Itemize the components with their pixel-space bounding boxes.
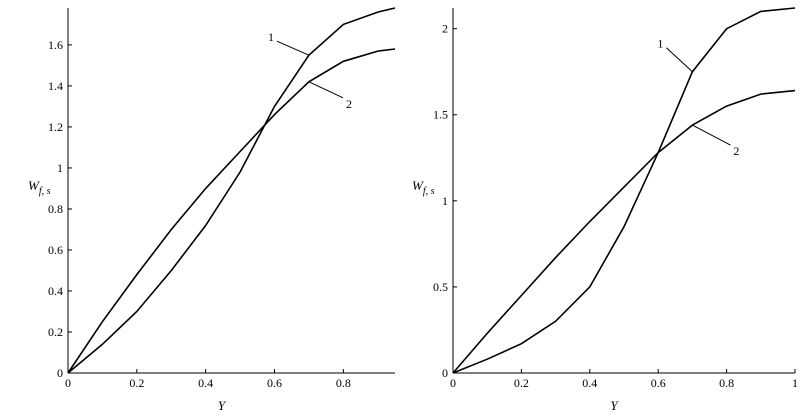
x-tick-label: 0.4 [198, 376, 213, 390]
y-tick-label: 1.5 [433, 108, 448, 122]
leader-line [308, 81, 344, 99]
y-tick-label: 1.2 [48, 120, 63, 134]
panel: 0 0.2 0.4 0.6 0.8 0 0.2 0.4 0.6 0.8 1 1.2 1.4 1.6 Y Wf,… [28, 7, 396, 413]
y-tick-label: 0.5 [433, 280, 448, 294]
x-tick-label: 0 [65, 376, 71, 390]
curve [452, 7, 796, 374]
curve-label: 1 [657, 37, 663, 51]
x-tick-label: 0.2 [129, 376, 144, 390]
x-tick-label: 0.2 [514, 376, 529, 390]
x-tick-label: 0.4 [582, 376, 597, 390]
curve-label: 2 [346, 97, 352, 111]
y-tick-label: 0.6 [48, 243, 63, 257]
curve [67, 48, 396, 374]
x-tick-label: 1 [792, 376, 798, 390]
x-tick-label: 0.6 [267, 376, 282, 390]
y-axis-label-sub: f, s [39, 186, 51, 197]
leader-line [692, 124, 731, 146]
leader-line [666, 47, 693, 73]
y-tick-label: 2 [442, 22, 448, 36]
y-tick-label: 1 [57, 161, 63, 175]
curve-label: 2 [733, 144, 739, 158]
y-axis-label-main: W [412, 178, 424, 193]
y-tick-label: 0 [442, 366, 448, 380]
y-axis-label: Wf, s [28, 178, 51, 197]
x-tick-label: 0 [450, 376, 456, 390]
x-tick-label: 0.6 [651, 376, 666, 390]
y-tick-label: 1 [442, 194, 448, 208]
y-tick-label: 1.6 [48, 38, 63, 52]
y-tick-label: 0.8 [48, 202, 63, 216]
y-axis-label-sub: f, s [423, 186, 435, 197]
y-axis-label-main: W [28, 178, 40, 193]
curve-label: 1 [268, 30, 274, 44]
curve [452, 89, 796, 374]
y-axis-label: Wf, s [412, 178, 435, 197]
y-tick-label: 0.2 [48, 325, 63, 339]
x-axis-label: Y [610, 398, 619, 413]
y-tick-label: 0.4 [48, 284, 63, 298]
curve [67, 7, 396, 374]
x-axis-label: Y [218, 398, 227, 413]
x-tick-label: 0.8 [719, 376, 734, 390]
y-tick-label: 0 [57, 366, 63, 380]
y-tick-label: 1.4 [48, 79, 63, 93]
x-tick-label: 0.8 [336, 376, 351, 390]
panel: 0 0.2 0.4 0.6 0.8 1 0 0.5 1 1.5 2 Y Wf, s 1 2 [412, 7, 798, 413]
leader-line [276, 40, 310, 56]
